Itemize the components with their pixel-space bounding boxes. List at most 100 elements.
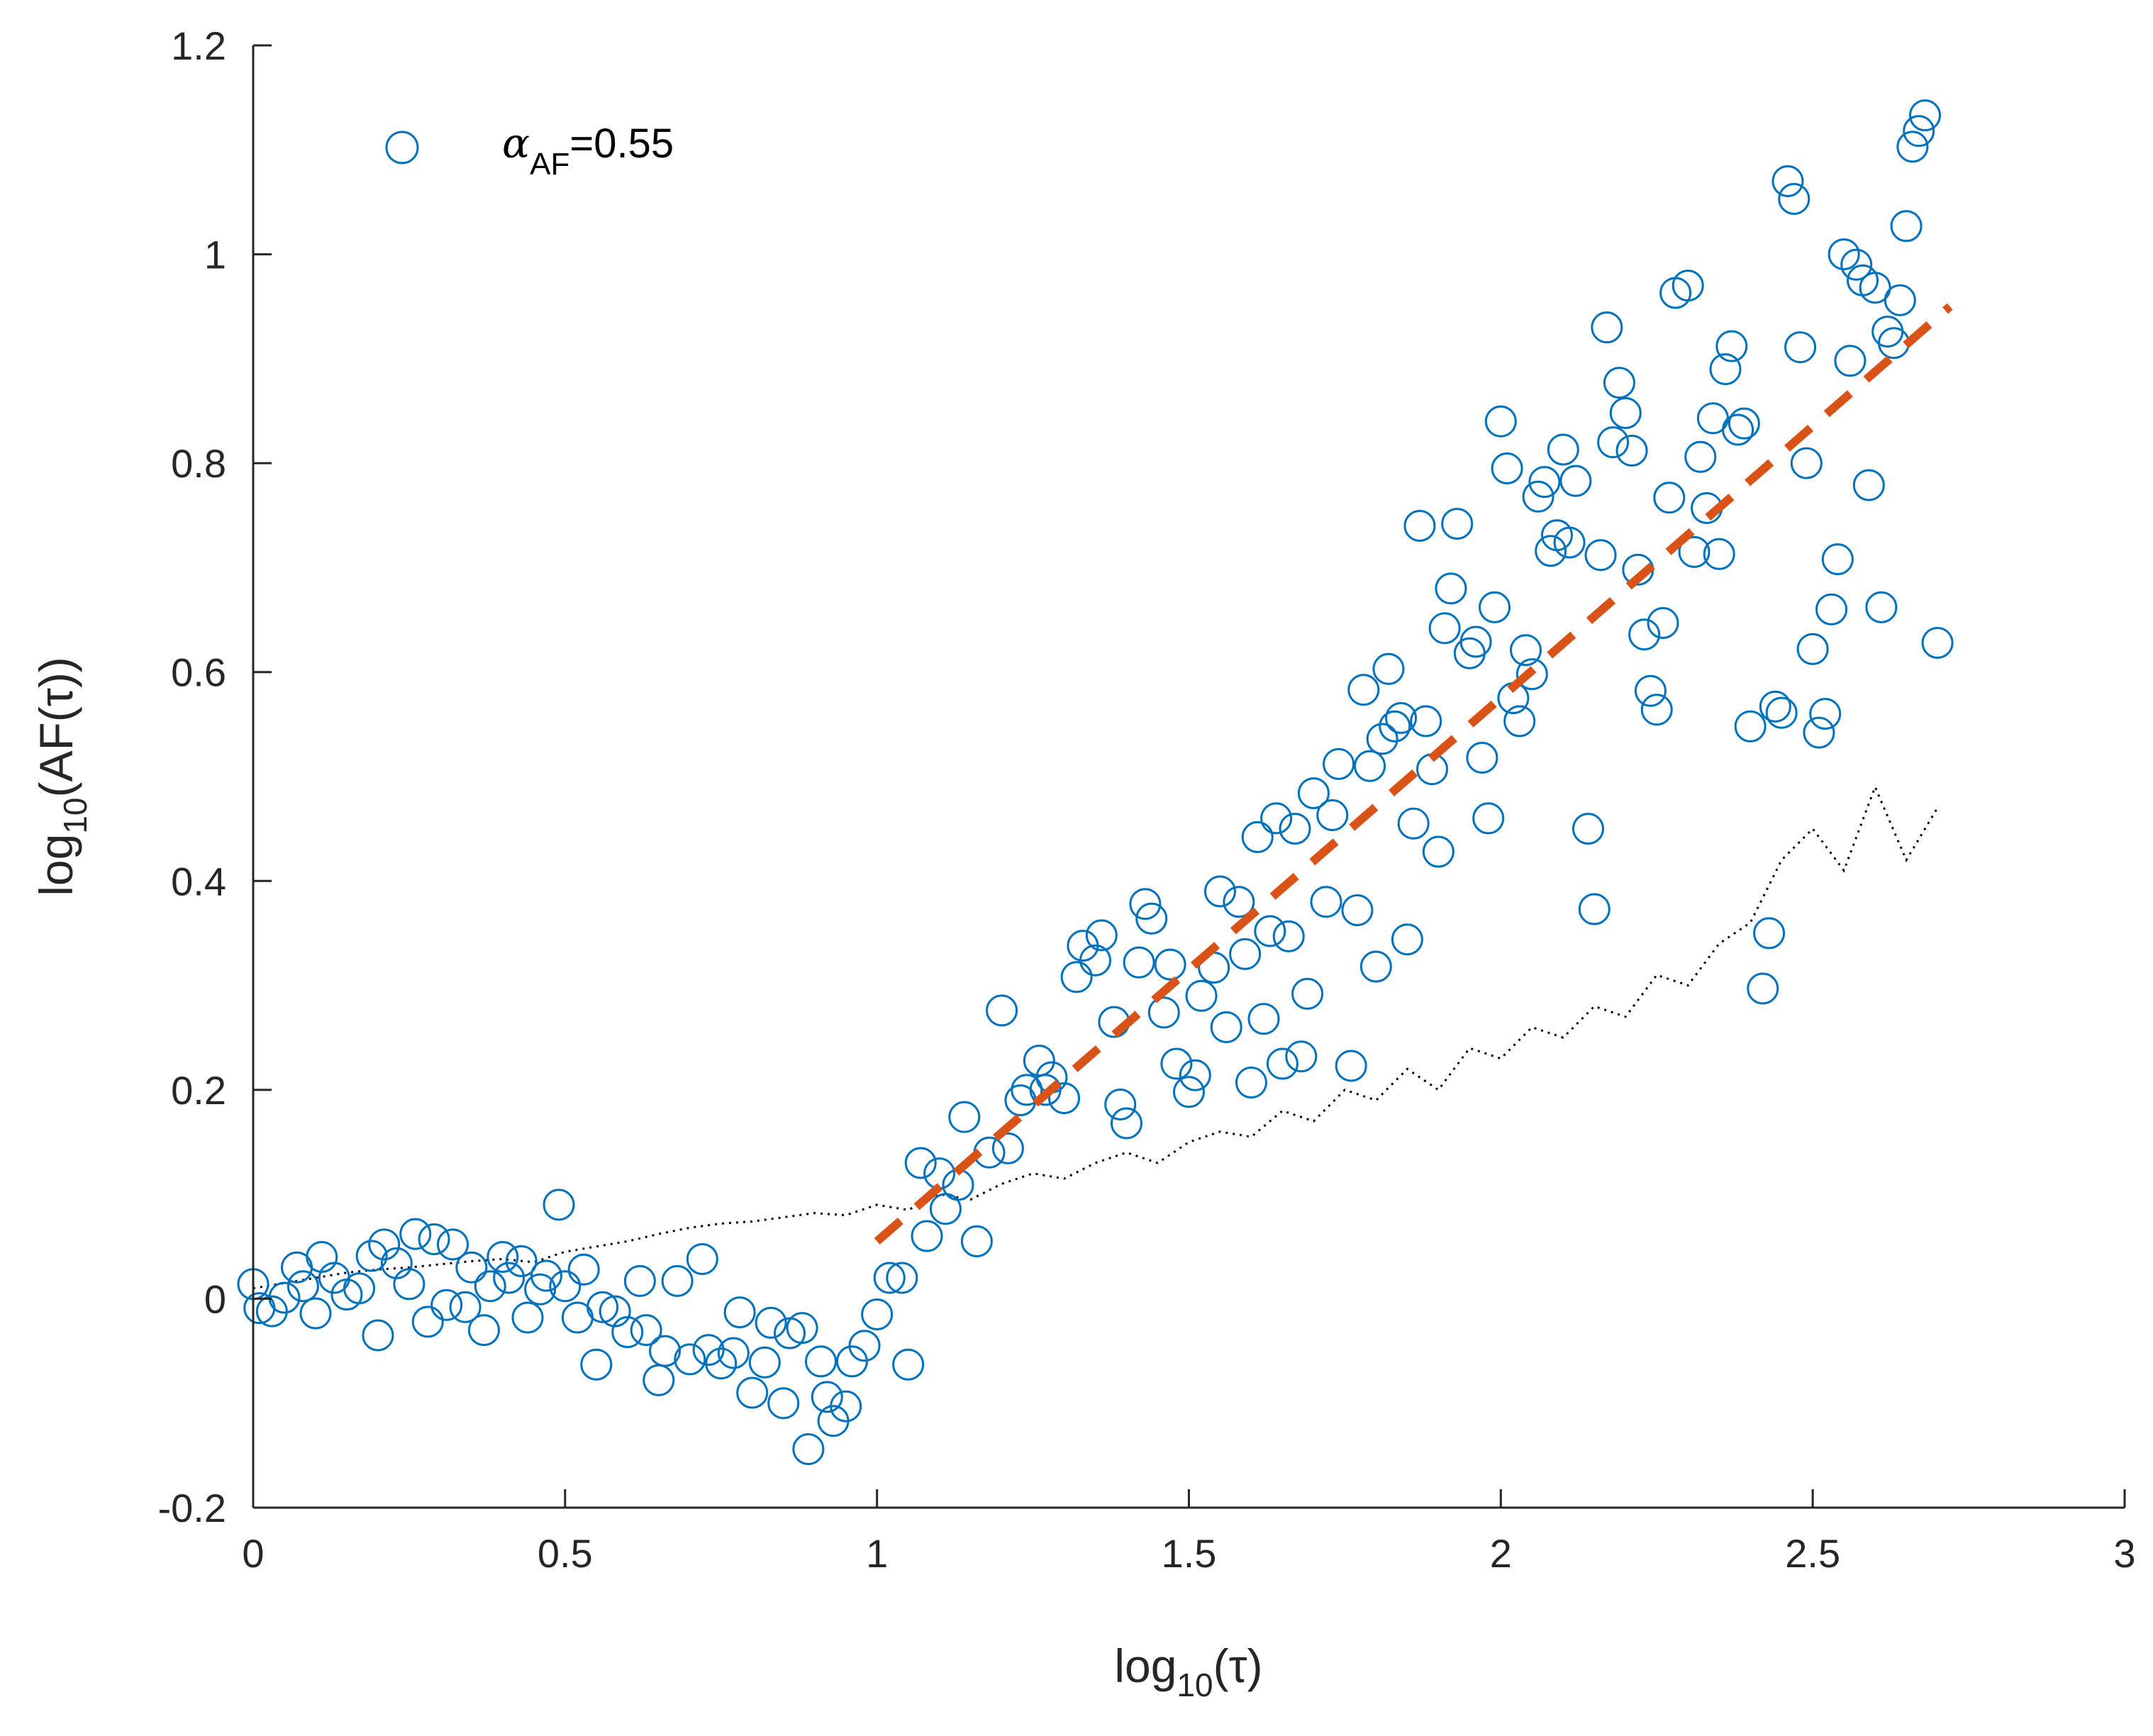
legend-alpha-sub: AF xyxy=(530,147,569,182)
data-point xyxy=(674,1343,706,1376)
data-point xyxy=(811,1381,843,1413)
y-tick-label: 0.8 xyxy=(171,441,226,486)
data-point xyxy=(1359,950,1392,983)
data-point xyxy=(1229,937,1262,970)
y-axis-label-main: log xyxy=(30,834,82,896)
data-point xyxy=(1503,705,1536,738)
data-point xyxy=(686,1242,718,1275)
data-point xyxy=(1728,407,1760,440)
data-point xyxy=(1821,543,1854,576)
data-point xyxy=(1896,130,1929,163)
data-point xyxy=(1297,777,1330,810)
data-point xyxy=(1173,1076,1205,1108)
data-point xyxy=(299,1297,332,1330)
data-point xyxy=(1372,652,1405,685)
data-point xyxy=(1559,464,1592,497)
data-point xyxy=(449,1291,482,1323)
data-point xyxy=(804,1345,837,1378)
data-point xyxy=(1341,894,1374,927)
data-point xyxy=(1285,1040,1318,1073)
data-point xyxy=(1747,972,1779,1005)
y-axis-label-arg: (AF(τ)) xyxy=(30,657,82,797)
data-point xyxy=(1210,1011,1242,1043)
data-point xyxy=(1903,115,1935,148)
data-point xyxy=(1827,238,1860,271)
data-point xyxy=(393,1268,425,1301)
data-point xyxy=(286,1270,319,1303)
data-point xyxy=(1385,702,1418,735)
data-point xyxy=(467,1314,500,1347)
data-point xyxy=(1160,1047,1193,1080)
data-point xyxy=(380,1247,413,1279)
data-point xyxy=(1235,1067,1267,1099)
data-point xyxy=(1634,674,1667,707)
data-point xyxy=(1104,1088,1137,1120)
data-point xyxy=(1734,710,1767,742)
data-point xyxy=(411,1306,444,1338)
data-point xyxy=(511,1301,544,1334)
data-point xyxy=(736,1376,769,1409)
data-point xyxy=(661,1264,694,1297)
data-point xyxy=(1765,696,1798,729)
data-point xyxy=(1510,634,1542,667)
tick-layer: 0 0.5 1 1.5 2 2.5 3 -0.2 0 0.2 0.4 0.6 0.8 1 1.2 xyxy=(158,23,2136,1576)
data-point xyxy=(1272,920,1305,952)
legend-value: =0.55 xyxy=(569,121,674,167)
data-point xyxy=(1553,526,1586,559)
data-point xyxy=(1466,741,1498,774)
data-point xyxy=(1628,618,1661,651)
data-point xyxy=(505,1245,538,1277)
data-point xyxy=(1179,1059,1211,1091)
x-tick-label: 0.5 xyxy=(538,1531,593,1576)
data-point xyxy=(436,1228,469,1261)
data-point xyxy=(948,1101,981,1133)
data-point xyxy=(586,1291,619,1323)
data-point xyxy=(1778,183,1810,216)
data-point xyxy=(567,1253,600,1286)
data-point xyxy=(1453,637,1486,669)
data-point xyxy=(1323,747,1355,780)
data-point xyxy=(748,1346,781,1379)
x-axis-label-sub: 10 xyxy=(1176,1667,1213,1703)
data-point xyxy=(1479,591,1511,623)
data-point xyxy=(599,1295,631,1328)
data-point xyxy=(306,1241,338,1274)
data-point xyxy=(1428,612,1461,645)
data-point xyxy=(1547,433,1579,466)
x-tick-label: 2 xyxy=(1490,1531,1512,1576)
y-axis-label: log10(AF(τ)) xyxy=(30,657,94,896)
data-point xyxy=(1515,658,1548,691)
x-tick-label: 2.5 xyxy=(1785,1531,1840,1576)
data-point xyxy=(830,1390,862,1423)
data-point xyxy=(1884,284,1916,316)
data-point xyxy=(1491,452,1523,485)
data-point xyxy=(723,1296,756,1329)
x-axis-label-main: log xyxy=(1114,1640,1176,1692)
data-point xyxy=(1865,591,1898,623)
data-point xyxy=(1354,750,1386,782)
data-point xyxy=(368,1228,401,1261)
data-point xyxy=(1909,99,1942,132)
data-point xyxy=(1185,979,1218,1012)
data-point xyxy=(1715,330,1748,362)
y-tick-label: 1.2 xyxy=(171,23,226,68)
x-tick-label: 0 xyxy=(242,1531,264,1576)
data-point xyxy=(1840,248,1873,281)
x-axis-label: log10(τ) xyxy=(1114,1640,1262,1703)
data-point xyxy=(1796,633,1829,665)
data-point xyxy=(1203,875,1236,908)
data-point xyxy=(1890,210,1923,243)
x-axis-label-arg: (τ) xyxy=(1213,1640,1263,1692)
data-point xyxy=(1584,539,1617,572)
data-point xyxy=(630,1314,662,1347)
x-tick-label: 1.5 xyxy=(1162,1531,1217,1576)
data-point xyxy=(543,1189,575,1221)
data-point xyxy=(1223,886,1255,918)
data-point xyxy=(848,1330,881,1362)
data-point xyxy=(1852,469,1885,501)
data-point xyxy=(986,994,1018,1027)
data-point xyxy=(786,1312,818,1345)
data-point xyxy=(1459,625,1492,658)
data-point xyxy=(1722,413,1754,446)
